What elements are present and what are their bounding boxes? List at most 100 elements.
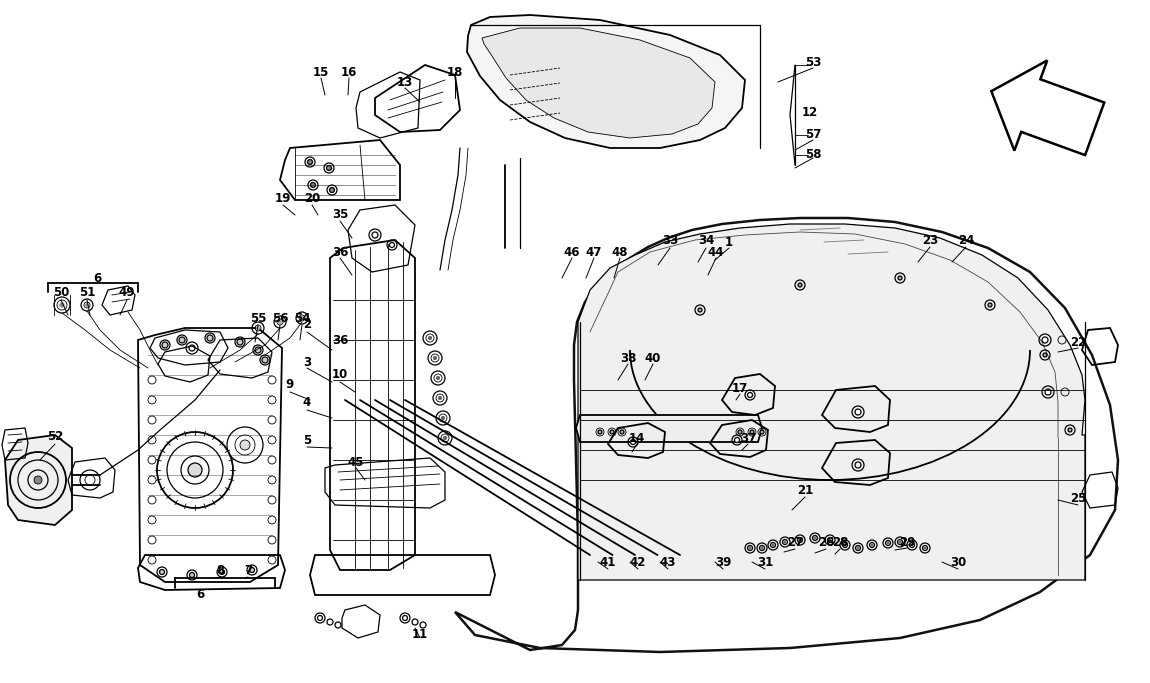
Circle shape xyxy=(857,547,859,549)
Text: 35: 35 xyxy=(332,208,348,221)
Circle shape xyxy=(869,542,874,548)
Text: 24: 24 xyxy=(958,234,974,247)
Text: 48: 48 xyxy=(612,247,628,260)
Text: 56: 56 xyxy=(271,311,289,324)
Circle shape xyxy=(750,430,754,434)
Circle shape xyxy=(749,547,751,549)
Polygon shape xyxy=(991,61,1104,155)
Circle shape xyxy=(698,308,702,312)
Circle shape xyxy=(829,539,831,541)
Circle shape xyxy=(828,538,833,542)
Polygon shape xyxy=(578,224,1084,580)
Circle shape xyxy=(190,572,194,578)
Text: 45: 45 xyxy=(347,456,365,469)
Text: 14: 14 xyxy=(629,432,645,445)
Text: 46: 46 xyxy=(564,247,581,260)
Circle shape xyxy=(1068,428,1072,432)
Circle shape xyxy=(240,440,250,450)
Text: 53: 53 xyxy=(805,57,821,70)
Text: 28: 28 xyxy=(831,537,849,550)
Text: 6: 6 xyxy=(93,272,101,285)
Circle shape xyxy=(310,182,315,188)
Circle shape xyxy=(910,542,914,548)
Text: 23: 23 xyxy=(922,234,938,247)
Text: 36: 36 xyxy=(332,245,348,258)
Text: 12: 12 xyxy=(802,107,818,120)
Text: 30: 30 xyxy=(950,557,966,570)
Circle shape xyxy=(782,540,788,544)
Circle shape xyxy=(798,283,802,287)
Circle shape xyxy=(923,547,926,549)
Text: 16: 16 xyxy=(340,66,358,79)
Circle shape xyxy=(189,345,196,351)
Circle shape xyxy=(759,546,765,550)
Circle shape xyxy=(886,540,890,546)
Circle shape xyxy=(256,326,260,329)
Circle shape xyxy=(160,570,164,574)
Circle shape xyxy=(988,303,992,307)
Circle shape xyxy=(255,347,261,353)
Circle shape xyxy=(760,430,764,434)
Text: 43: 43 xyxy=(660,557,676,570)
Circle shape xyxy=(207,335,213,341)
Text: 37: 37 xyxy=(739,432,757,445)
Circle shape xyxy=(897,540,903,544)
Text: 57: 57 xyxy=(805,128,821,141)
Text: 31: 31 xyxy=(757,557,773,570)
Circle shape xyxy=(813,535,818,540)
Polygon shape xyxy=(482,28,715,138)
Text: 4: 4 xyxy=(302,397,312,410)
Circle shape xyxy=(278,320,282,324)
Circle shape xyxy=(438,397,442,400)
Text: 15: 15 xyxy=(313,66,329,79)
Circle shape xyxy=(434,357,437,359)
Circle shape xyxy=(735,438,739,443)
Text: 27: 27 xyxy=(787,537,803,550)
Text: 2: 2 xyxy=(302,318,310,331)
Circle shape xyxy=(300,316,304,320)
Circle shape xyxy=(1045,389,1051,395)
Circle shape xyxy=(772,544,774,546)
Circle shape xyxy=(371,232,378,238)
Text: 8: 8 xyxy=(216,563,224,576)
Circle shape xyxy=(748,393,752,398)
Circle shape xyxy=(317,615,322,620)
Circle shape xyxy=(911,544,913,546)
Text: 50: 50 xyxy=(53,286,69,300)
Circle shape xyxy=(250,568,254,572)
Text: 19: 19 xyxy=(275,191,291,204)
Text: 17: 17 xyxy=(731,382,749,395)
Circle shape xyxy=(620,430,624,434)
Text: 21: 21 xyxy=(797,484,813,497)
Circle shape xyxy=(187,463,202,477)
Circle shape xyxy=(899,541,900,543)
Circle shape xyxy=(898,276,902,280)
Circle shape xyxy=(402,615,407,620)
Text: 36: 36 xyxy=(332,333,348,346)
Circle shape xyxy=(854,409,861,415)
Circle shape xyxy=(390,242,394,247)
Text: 11: 11 xyxy=(412,628,428,641)
Text: 20: 20 xyxy=(304,191,320,204)
Circle shape xyxy=(844,544,846,546)
Circle shape xyxy=(34,476,43,484)
Text: 58: 58 xyxy=(805,148,821,161)
Text: 6: 6 xyxy=(196,589,205,602)
Text: 3: 3 xyxy=(302,355,310,369)
Circle shape xyxy=(330,188,335,193)
Circle shape xyxy=(237,339,243,345)
Circle shape xyxy=(799,539,802,541)
Polygon shape xyxy=(576,415,762,442)
Circle shape xyxy=(327,165,331,171)
Text: 51: 51 xyxy=(79,286,95,300)
Text: 49: 49 xyxy=(118,286,136,300)
Text: 42: 42 xyxy=(630,557,646,570)
Circle shape xyxy=(784,541,785,543)
Circle shape xyxy=(179,337,185,343)
Text: 13: 13 xyxy=(397,76,413,89)
Text: 44: 44 xyxy=(707,247,724,260)
Circle shape xyxy=(442,417,445,419)
Circle shape xyxy=(843,542,848,548)
Text: 55: 55 xyxy=(250,311,267,324)
Circle shape xyxy=(60,303,64,307)
